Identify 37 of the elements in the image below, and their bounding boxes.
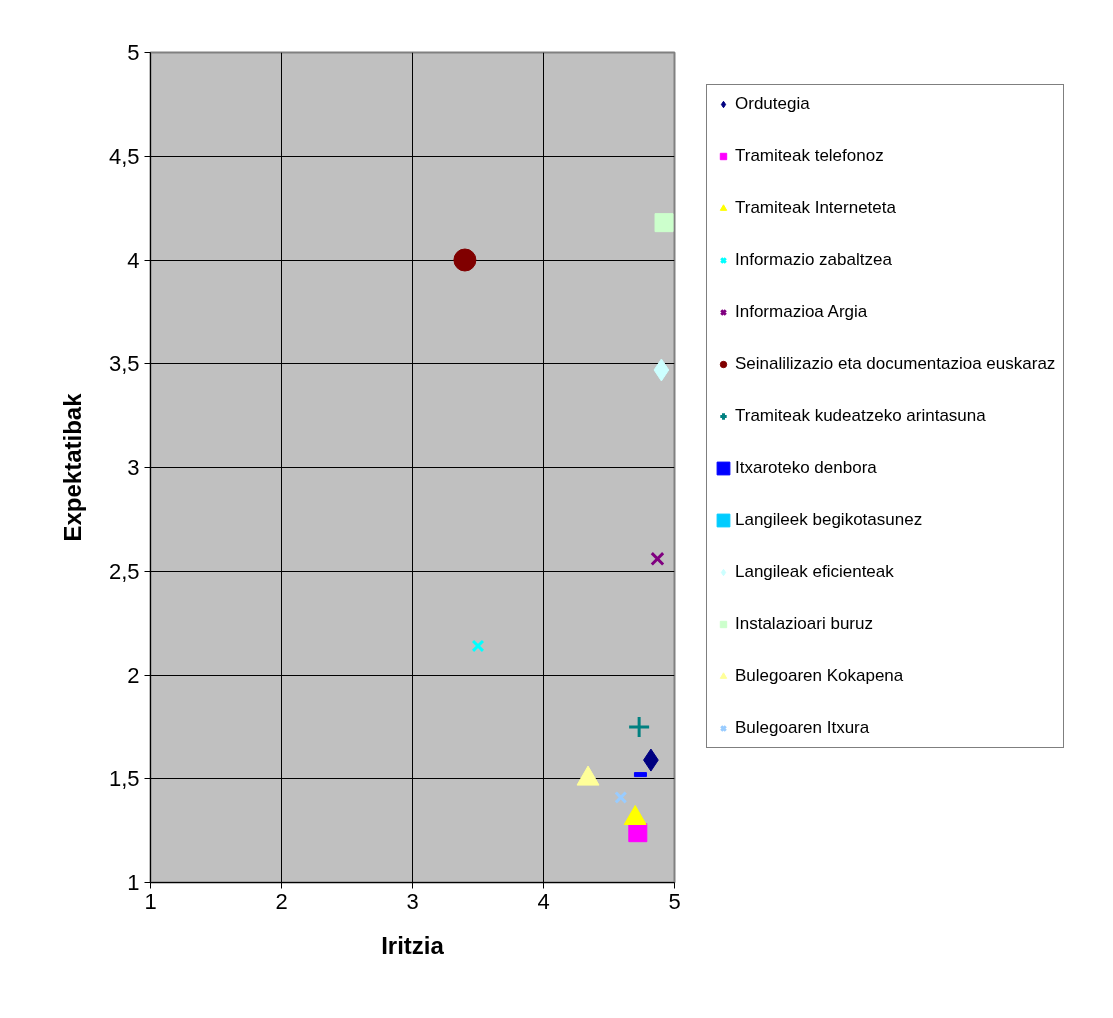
legend-label: Informazio zabaltzea xyxy=(735,249,892,271)
x-tick-label: 3 xyxy=(406,888,419,914)
legend-label: Langileak eficienteak xyxy=(735,561,894,583)
x-axis-title: Iritzia xyxy=(381,931,445,959)
y-axis-title: Expektatibak xyxy=(58,392,86,542)
legend-label: Bulegoaren Kokapena xyxy=(735,665,904,687)
x-tick-label: 1 xyxy=(144,888,157,914)
legend-label: Tramiteak Interneteta xyxy=(735,197,896,219)
point xyxy=(650,551,665,566)
legend-label: Instalazioari buruz xyxy=(735,613,873,635)
point xyxy=(654,213,674,233)
y-tick-label: 3,5 xyxy=(108,351,140,377)
y-tick-label: 1,5 xyxy=(108,766,140,792)
point xyxy=(627,715,651,739)
y-tick-label: 3 xyxy=(127,455,140,480)
y-tick-label: 1 xyxy=(127,870,140,895)
y-tick-label: 2 xyxy=(127,662,140,688)
legend-label: Ordutegia xyxy=(735,93,810,115)
legend-label: Informazioa Argia xyxy=(735,301,868,323)
legend-label: Itxaroteko denbora xyxy=(735,457,877,479)
point xyxy=(653,358,670,382)
y-tick-label: 4 xyxy=(127,247,140,273)
legend-label: Bulegoaren Itxura xyxy=(735,717,870,739)
x-tick-label: 2 xyxy=(275,888,288,914)
x-tick-label: 5 xyxy=(668,888,681,914)
point xyxy=(628,823,648,843)
point xyxy=(614,790,628,804)
y-tick-label: 4,5 xyxy=(108,143,140,169)
legend-label: Langileek begikotasunez xyxy=(735,509,923,531)
point xyxy=(453,248,477,272)
legend-label: Tramiteak kudeatzeko arintasuna xyxy=(735,405,986,427)
legend-label: Seinalilizazio eta documentazioa euskaraz xyxy=(735,353,1056,375)
point xyxy=(471,639,485,653)
legend-label: Tramiteak telefonoz xyxy=(735,145,884,167)
y-tick-label: 2,5 xyxy=(108,558,140,584)
x-tick-label: 4 xyxy=(537,888,550,914)
y-tick-label: 5 xyxy=(127,40,140,65)
